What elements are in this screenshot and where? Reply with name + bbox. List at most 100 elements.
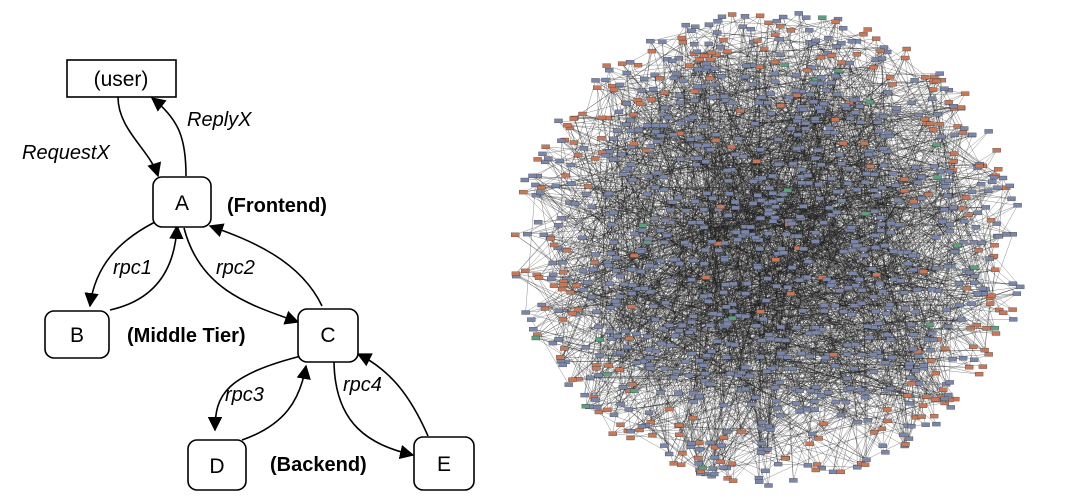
service-graph-node xyxy=(722,304,731,310)
service-graph-node xyxy=(877,426,887,431)
edge-rpc1-a-to-b xyxy=(84,221,156,308)
service-graph-node xyxy=(728,302,737,307)
service-graph-node xyxy=(593,85,602,90)
service-graph-node xyxy=(992,221,1001,226)
service-graph-node xyxy=(903,393,912,398)
service-graph-node xyxy=(660,443,669,448)
service-graph-node xyxy=(886,230,895,235)
service-graph-node xyxy=(821,355,830,360)
service-graph-node xyxy=(984,352,993,357)
service-graph-node xyxy=(958,130,968,135)
service-graph-node xyxy=(645,355,655,360)
service-graph-node xyxy=(764,483,773,488)
service-graph-node xyxy=(659,187,669,192)
service-graph-node xyxy=(751,235,760,240)
service-graph-node xyxy=(627,304,636,309)
service-graph-node xyxy=(900,188,909,193)
service-graph-node xyxy=(993,185,1002,190)
service-graph-node xyxy=(938,219,947,224)
service-graph-node xyxy=(944,100,953,105)
service-graph-node xyxy=(962,286,971,291)
service-graph-node xyxy=(757,441,766,446)
service-graph-node xyxy=(694,461,703,466)
service-graph-node xyxy=(965,270,974,275)
service-graph-node xyxy=(623,344,632,350)
service-graph-node xyxy=(549,283,559,288)
service-graph-node xyxy=(755,13,765,18)
service-graph-node xyxy=(832,44,842,49)
service-graph-node xyxy=(664,451,674,457)
service-graph-node xyxy=(811,325,820,330)
service-graph-node xyxy=(609,412,619,418)
service-graph-node xyxy=(605,281,614,286)
service-graph-node xyxy=(799,107,808,112)
service-graph-node xyxy=(893,198,903,203)
service-graph-node xyxy=(967,189,977,194)
service-graph-node xyxy=(669,132,678,137)
service-graph-node xyxy=(803,274,812,280)
service-graph-node xyxy=(566,290,575,295)
service-graph-node xyxy=(899,290,909,295)
service-graph-node xyxy=(950,249,959,255)
service-graph-node xyxy=(635,427,644,433)
service-graph-node xyxy=(578,268,588,273)
service-graph-node xyxy=(903,261,913,266)
service-graph-node xyxy=(719,290,728,295)
service-graph-node xyxy=(705,76,715,81)
service-graph-node xyxy=(853,465,862,470)
service-graph-node xyxy=(931,265,941,271)
service-graph-node xyxy=(870,188,879,193)
service-graph-node xyxy=(690,98,699,103)
service-graph-node xyxy=(646,144,655,149)
service-graph-node xyxy=(699,225,709,230)
service-graph-node xyxy=(837,198,847,203)
service-graph-node xyxy=(904,436,914,441)
service-graph-node xyxy=(762,447,772,452)
service-graph-node xyxy=(817,75,826,80)
service-graph-node xyxy=(1007,196,1016,201)
service-graph-node xyxy=(689,399,699,404)
service-graph-node xyxy=(771,204,780,209)
service-graph-node xyxy=(774,162,783,167)
service-graph-node xyxy=(717,14,727,19)
service-graph-node xyxy=(687,351,697,356)
service-graph-node xyxy=(754,475,764,481)
service-graph-node xyxy=(827,53,836,58)
service-graph-node xyxy=(699,261,709,266)
service-graph-node xyxy=(832,91,842,97)
service-graph-node xyxy=(740,365,750,370)
service-graph-node xyxy=(932,78,941,84)
service-graph-node xyxy=(914,354,923,359)
service-graph-node xyxy=(579,146,589,151)
service-graph-node xyxy=(826,283,836,288)
service-graph-node xyxy=(640,286,649,291)
label-rpc3: rpc3 xyxy=(225,384,264,406)
edge-rpc2-a-to-c xyxy=(183,227,300,325)
service-graph-node xyxy=(761,298,771,303)
service-graph-node xyxy=(914,381,924,386)
service-graph-node xyxy=(767,111,776,116)
service-graph-node xyxy=(719,435,728,440)
service-graph-node xyxy=(680,240,689,245)
service-graph-node xyxy=(801,120,811,126)
service-graph-node xyxy=(676,121,685,126)
node-user: (user) xyxy=(66,59,177,98)
service-graph-node xyxy=(919,363,928,368)
service-graph-node xyxy=(869,430,879,435)
service-graph-node xyxy=(709,82,718,88)
service-graph-node xyxy=(701,275,711,280)
service-graph-node xyxy=(853,419,862,425)
service-graph-node xyxy=(645,289,655,295)
service-graph-node xyxy=(684,373,694,378)
service-graph-node xyxy=(694,135,703,141)
service-graph-node xyxy=(933,112,942,117)
service-graph-node xyxy=(569,116,578,121)
service-graph-node xyxy=(649,304,659,309)
service-graph-node xyxy=(687,319,696,325)
service-graph-node xyxy=(909,346,918,352)
service-graph-node xyxy=(538,151,547,157)
service-graph-node xyxy=(625,60,635,65)
service-graph-node xyxy=(802,407,812,412)
service-graph-node xyxy=(645,362,654,367)
service-graph-node xyxy=(619,172,628,177)
